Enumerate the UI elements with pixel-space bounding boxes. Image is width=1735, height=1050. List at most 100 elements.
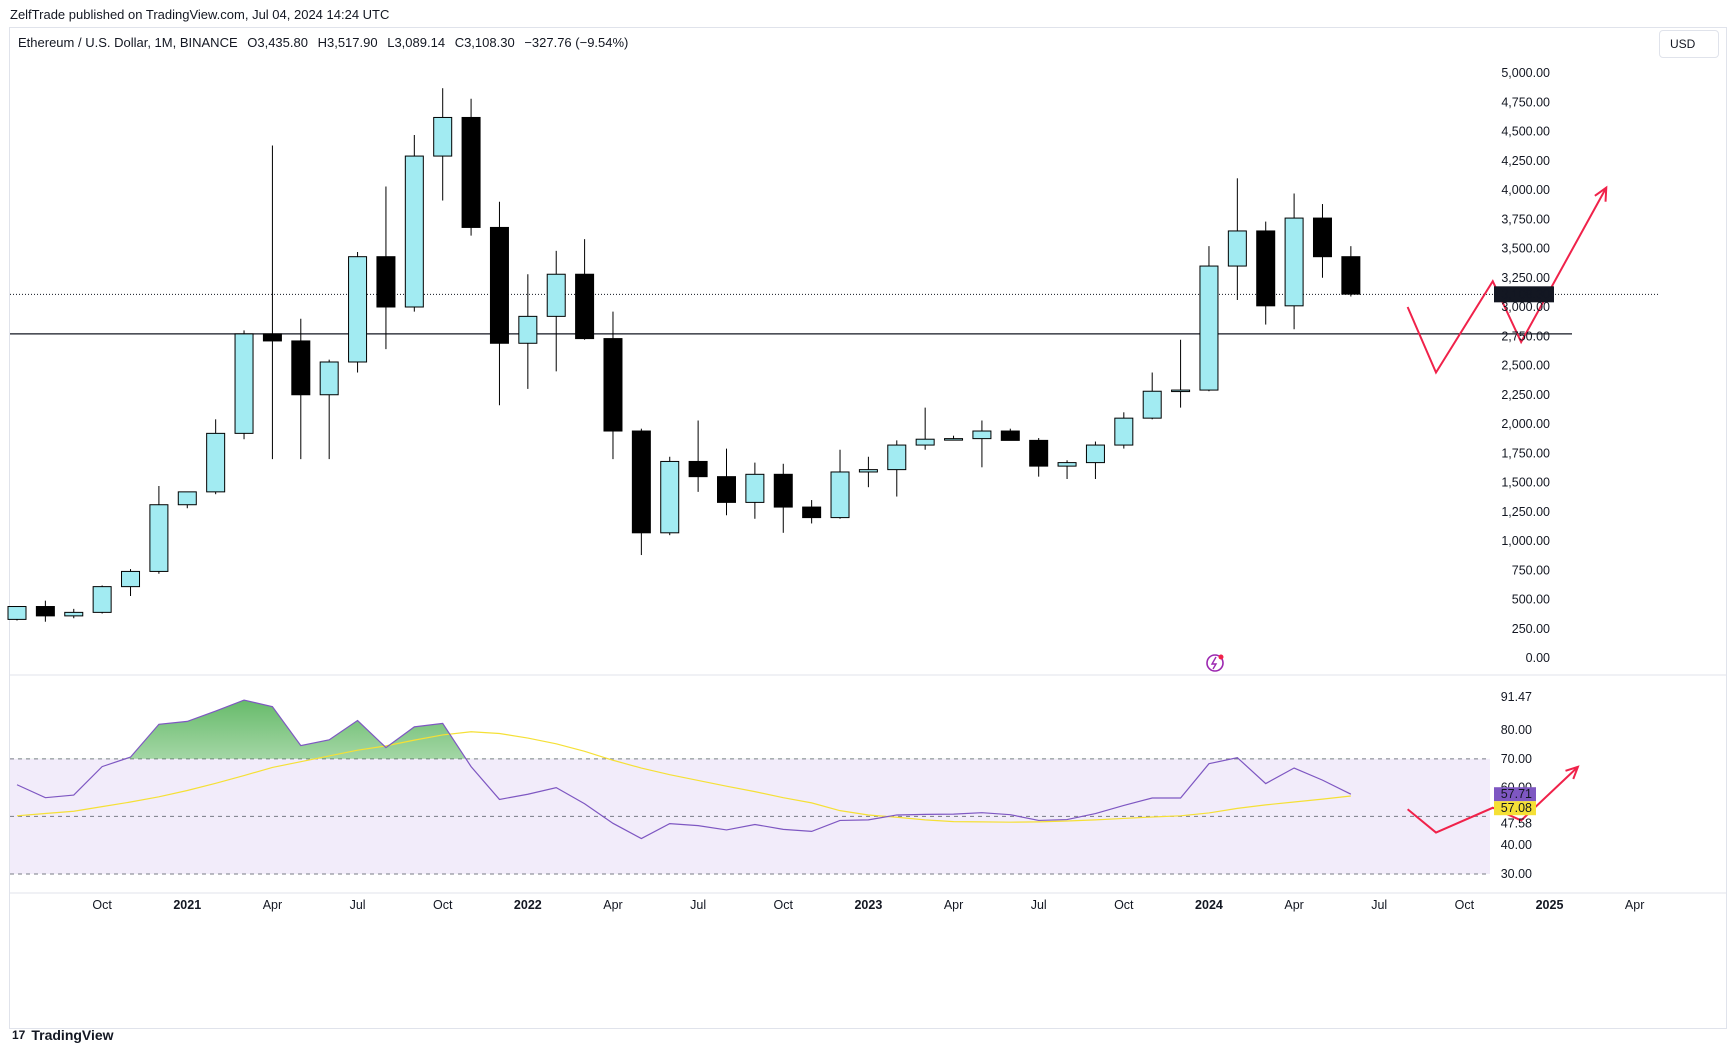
time-axis-tick: 2022 bbox=[514, 898, 542, 912]
bearish-candle bbox=[1256, 230, 1276, 307]
price-axis-tick: 2,750.00 bbox=[1501, 329, 1550, 343]
bearish-candle bbox=[262, 333, 282, 342]
time-axis-tick: Apr bbox=[944, 898, 963, 912]
bullish-candle bbox=[1199, 265, 1219, 391]
price-axis-tick: 0.00 bbox=[1526, 651, 1550, 665]
bullish-candle bbox=[121, 570, 141, 588]
legend-open: O3,435.80 bbox=[247, 35, 308, 50]
rsi-overbought-fill bbox=[125, 700, 1239, 759]
legend-low: L3,089.14 bbox=[387, 35, 446, 50]
last-price-tag-label: 3,108.30 bbox=[1501, 287, 1550, 301]
bullish-candle bbox=[177, 491, 197, 506]
rsi-projection-arrowhead bbox=[1565, 765, 1580, 780]
legend-symbol: Ethereum / U.S. Dollar, 1M, BINANCE bbox=[18, 35, 238, 50]
bearish-candle bbox=[376, 256, 396, 308]
chart-frame bbox=[9, 27, 1727, 1029]
rsi-axis-tick: 47.58 bbox=[1501, 816, 1532, 830]
symbol-legend: Ethereum / U.S. Dollar, 1M, BINANCE O3,4… bbox=[18, 35, 634, 50]
flash-alert-icon[interactable] bbox=[1206, 654, 1224, 672]
legend-high: H3,517.90 bbox=[317, 35, 378, 50]
price-axis-tick: 1,500.00 bbox=[1501, 476, 1550, 490]
bullish-candle bbox=[1171, 389, 1191, 393]
bullish-candle bbox=[972, 430, 992, 440]
rsi-axis-tick: 80.00 bbox=[1501, 723, 1532, 737]
bearish-candle bbox=[461, 116, 481, 228]
tradingview-brand: TradingView bbox=[31, 1027, 114, 1043]
price-axis-tick: 500.00 bbox=[1512, 593, 1550, 607]
bearish-candle bbox=[688, 460, 708, 478]
bullish-candle bbox=[149, 504, 169, 572]
bullish-candle bbox=[64, 611, 84, 617]
time-axis-tick: Jul bbox=[1371, 898, 1387, 912]
bearish-candle bbox=[802, 506, 822, 519]
bullish-candle bbox=[518, 315, 538, 344]
bullish-candle bbox=[1085, 444, 1105, 464]
time-axis-tick: Apr bbox=[263, 898, 282, 912]
bearish-candle bbox=[1312, 217, 1332, 258]
bullish-candle bbox=[92, 586, 112, 613]
bullish-candle bbox=[319, 361, 339, 396]
rsi-axis-tick: 91.47 bbox=[1501, 690, 1532, 704]
price-axis-tick: 250.00 bbox=[1512, 622, 1550, 636]
rsi-axis-tick: 70.00 bbox=[1501, 752, 1532, 766]
rsi-axis-tick: 40.00 bbox=[1501, 838, 1532, 852]
price-axis-tick: 3,750.00 bbox=[1501, 212, 1550, 226]
bearish-candle bbox=[773, 473, 793, 508]
price-axis-tick: 4,000.00 bbox=[1501, 183, 1550, 197]
time-axis-tick: Apr bbox=[1284, 898, 1303, 912]
bullish-candle bbox=[1114, 417, 1134, 446]
tradingview-logo[interactable]: 17 TradingView bbox=[12, 1027, 114, 1043]
bullish-candle bbox=[348, 256, 368, 363]
bearish-candle bbox=[575, 273, 595, 340]
price-axis-tick: 2,000.00 bbox=[1501, 417, 1550, 431]
time-axis-tick: 2025 bbox=[1536, 898, 1564, 912]
time-axis-tick: Oct bbox=[92, 898, 112, 912]
price-axis-tick: 5,000.00 bbox=[1501, 66, 1550, 80]
price-axis-tick: 750.00 bbox=[1512, 563, 1550, 577]
bearish-candle bbox=[291, 340, 311, 396]
time-axis-tick: 2023 bbox=[854, 898, 882, 912]
time-axis-tick: Apr bbox=[1625, 898, 1644, 912]
time-axis-tick: Jul bbox=[690, 898, 706, 912]
bullish-candle bbox=[1142, 390, 1162, 419]
legend-change: −327.76 (−9.54%) bbox=[524, 35, 629, 50]
bearish-candle bbox=[35, 606, 55, 617]
time-axis-tick: Oct bbox=[1114, 898, 1134, 912]
price-axis-tick: 1,000.00 bbox=[1501, 534, 1550, 548]
time-axis-tick: Jul bbox=[350, 898, 366, 912]
bullish-candle bbox=[234, 333, 254, 434]
bullish-candle bbox=[206, 432, 226, 493]
price-axis-tick: 3,250.00 bbox=[1501, 271, 1550, 285]
rsi-ma-line bbox=[16, 731, 1351, 823]
bullish-candle bbox=[404, 155, 424, 308]
price-projection-arrowhead bbox=[1594, 185, 1608, 202]
bearish-candle bbox=[631, 430, 651, 534]
time-axis-tick: Oct bbox=[433, 898, 453, 912]
flash-alert-bolt-icon bbox=[1210, 656, 1218, 670]
last-price-tag bbox=[1494, 286, 1554, 303]
price-axis-tick: 2,500.00 bbox=[1501, 359, 1550, 373]
bullish-candle bbox=[1284, 217, 1304, 307]
price-axis-tick: 1,250.00 bbox=[1501, 505, 1550, 519]
bullish-candle bbox=[1227, 230, 1247, 267]
bullish-candle bbox=[830, 471, 850, 519]
time-axis-tick: 2021 bbox=[173, 898, 201, 912]
flash-alert-dot-icon bbox=[1218, 654, 1224, 660]
bullish-candle bbox=[1057, 462, 1077, 467]
time-axis-tick: Oct bbox=[774, 898, 794, 912]
bearish-candle bbox=[717, 476, 736, 503]
rsi-projection-path[interactable] bbox=[1406, 766, 1579, 834]
price-axis-tick: 3,500.00 bbox=[1501, 242, 1550, 256]
currency-button[interactable]: USD bbox=[1659, 30, 1719, 58]
rsi-ma-value-tag bbox=[1494, 801, 1536, 816]
rsi-value-tag bbox=[1494, 787, 1536, 802]
bullish-candle bbox=[745, 473, 765, 503]
time-axis-tick: Jul bbox=[1031, 898, 1047, 912]
time-axis-tick: 2024 bbox=[1195, 898, 1223, 912]
publish-info: ZelfTrade published on TradingView.com, … bbox=[10, 7, 390, 22]
rsi-line bbox=[16, 699, 1352, 840]
rsi-ma-value-tag-label: 57.08 bbox=[1501, 801, 1532, 815]
bullish-candle bbox=[433, 116, 453, 157]
price-axis-tick: 4,250.00 bbox=[1501, 154, 1550, 168]
